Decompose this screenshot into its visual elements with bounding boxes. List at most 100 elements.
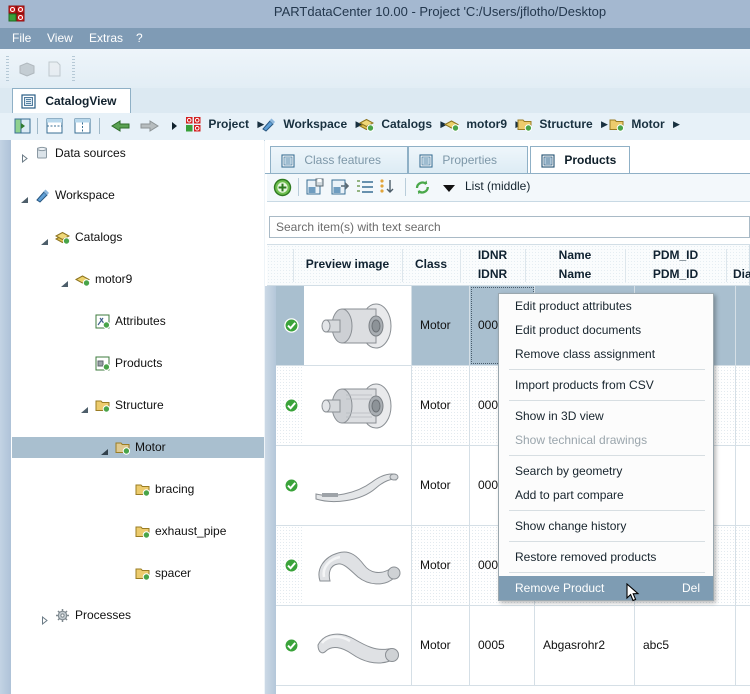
breadcrumb-item-motor9[interactable]: motor9 ▶ xyxy=(443,117,522,136)
column-header-idnr[interactable]: IDNR IDNR xyxy=(460,245,525,285)
tree-item-workspace[interactable]: Workspace xyxy=(12,185,264,206)
row-class-cell[interactable]: Motor xyxy=(412,366,470,445)
row-diameter-cell[interactable] xyxy=(736,526,750,605)
back-arrow-icon[interactable] xyxy=(110,118,130,134)
tree-item-spacer[interactable]: spacer xyxy=(12,563,264,584)
breadcrumb-item-motor[interactable]: Motor ▶ xyxy=(609,117,680,136)
menu-item-add-to-part-compare[interactable]: Add to part compare xyxy=(515,488,624,502)
column-header-pdm-id[interactable]: PDM_ID PDM_ID xyxy=(625,245,726,285)
chevron-right-icon[interactable]: ▶ xyxy=(257,119,265,129)
row-pdm-id-cell[interactable]: abc5 xyxy=(635,606,736,685)
menu-item-show-in-3d-view[interactable]: Show in 3D view xyxy=(515,409,604,423)
tree-item-structure[interactable]: Structure xyxy=(12,395,264,416)
menu-item-edit-product-documents[interactable]: Edit product documents xyxy=(515,323,642,337)
table-vertical-scrollbar[interactable] xyxy=(265,286,276,694)
row-preview-cell[interactable] xyxy=(304,606,412,685)
tree-item-products[interactable]: Products xyxy=(12,353,264,374)
split-horizontal-icon[interactable] xyxy=(46,118,63,134)
row-diameter-cell[interactable] xyxy=(736,446,750,525)
export-product-icon[interactable] xyxy=(331,178,350,200)
menu-item-remove-product[interactable]: Remove Product Del xyxy=(499,576,713,600)
list-view-icon[interactable] xyxy=(356,178,375,200)
triangle-down-icon[interactable] xyxy=(443,185,455,192)
open-project-icon[interactable] xyxy=(18,60,36,78)
menu-item-import-products-from-csv[interactable]: Import products from CSV xyxy=(515,378,654,392)
expander-collapsed-icon[interactable] xyxy=(20,149,29,164)
refresh-icon[interactable] xyxy=(413,178,432,200)
menu-item-edit-product-attributes[interactable]: Edit product attributes xyxy=(515,299,632,313)
column-divider-1[interactable] xyxy=(293,249,294,282)
row-diameter-cell[interactable] xyxy=(736,286,750,365)
column-divider-6[interactable] xyxy=(726,249,727,282)
tree-item-processes[interactable]: Processes xyxy=(12,605,264,626)
menu-item-restore-removed-products[interactable]: Restore removed products xyxy=(515,550,657,564)
column-divider-5[interactable] xyxy=(625,249,626,282)
breadcrumb-item-structure[interactable]: Structure ▶ xyxy=(517,117,608,136)
menu-item-extras[interactable]: Extras xyxy=(89,31,124,45)
chevron-right-icon-6[interactable]: ▶ xyxy=(673,119,680,129)
chevron-right-icon-3[interactable]: ▶ xyxy=(440,119,448,129)
tree-scrollbar[interactable] xyxy=(0,140,12,694)
tab-catalog-view[interactable]: CatalogView xyxy=(12,88,132,113)
menu-item-remove-class-assignment[interactable]: Remove class assignment xyxy=(515,347,656,361)
tree-item-data-sources[interactable]: Data sources xyxy=(12,143,264,164)
sort-icon[interactable] xyxy=(379,178,398,200)
search-input[interactable]: Search item(s) with text search xyxy=(269,216,750,238)
column-header-preview-image[interactable]: Preview image xyxy=(293,245,402,285)
breadcrumb-item-project[interactable]: Project ▶ xyxy=(186,117,264,136)
new-document-icon[interactable] xyxy=(45,60,63,78)
tree-item-motor[interactable]: Motor xyxy=(12,437,264,458)
save-product-icon[interactable] xyxy=(306,178,325,200)
tab-properties[interactable]: Properties xyxy=(408,146,528,174)
expander-expanded-icon[interactable] xyxy=(20,191,29,203)
view-mode-label[interactable]: List (middle) xyxy=(465,179,531,193)
breadcrumb-item-workspace[interactable]: Workspace ▶ xyxy=(261,117,362,136)
row-preview-cell[interactable] xyxy=(304,526,412,605)
column-divider-2[interactable] xyxy=(402,249,403,282)
menu-item-help[interactable]: ? xyxy=(136,31,143,45)
column-divider-3[interactable] xyxy=(460,249,461,282)
row-diameter-cell[interactable] xyxy=(736,606,750,685)
row-preview-cell[interactable] xyxy=(304,286,412,365)
expander-expanded-icon-4[interactable] xyxy=(80,401,89,413)
tab-products[interactable]: Products xyxy=(530,146,630,174)
forward-arrow-icon[interactable] xyxy=(140,118,159,134)
tree-item-catalogs[interactable]: Catalogs xyxy=(12,227,264,248)
row-idnr-cell[interactable]: 0005 xyxy=(470,606,535,685)
row-preview-cell[interactable] xyxy=(304,446,412,525)
tree-item-exhaust-pipe[interactable]: exhaust_pipe xyxy=(12,521,264,542)
row-pdm-id-cell[interactable] xyxy=(635,446,736,525)
row-diameter-cell[interactable] xyxy=(736,366,750,445)
column-header-name[interactable]: Name Name xyxy=(525,245,625,285)
row-pdm-id-cell[interactable] xyxy=(635,526,736,605)
menu-item-search-by-geometry[interactable]: Search by geometry xyxy=(515,464,623,478)
menu-item-view[interactable]: View xyxy=(47,31,73,45)
chevron-right-icon-5[interactable]: ▶ xyxy=(601,119,608,129)
row-class-cell[interactable]: Motor xyxy=(412,526,470,605)
tab-class-features[interactable]: Class features xyxy=(270,146,408,174)
chevron-right-icon-2[interactable]: ▶ xyxy=(355,119,363,129)
column-header-diameter[interactable]: Diam xyxy=(726,245,750,285)
row-class-cell[interactable]: Motor xyxy=(412,446,470,525)
row-preview-cell[interactable] xyxy=(304,366,412,445)
toggle-sidebar-icon[interactable] xyxy=(14,118,31,134)
split-vertical-icon[interactable] xyxy=(74,118,91,134)
column-header-class[interactable]: Class xyxy=(402,245,460,285)
expander-expanded-icon-5[interactable] xyxy=(100,443,109,455)
tree-item-motor9[interactable]: motor9 xyxy=(12,269,264,290)
expander-expanded-icon-2[interactable] xyxy=(40,233,49,245)
menu-item-show-change-history[interactable]: Show change history xyxy=(515,519,627,533)
row-name-cell[interactable]: Abgasrohr2 xyxy=(535,606,635,685)
row-pdm-id-cell[interactable] xyxy=(635,286,736,365)
expander-expanded-icon-3[interactable] xyxy=(60,275,69,287)
overflow-arrow-icon[interactable] xyxy=(170,118,179,134)
table-row[interactable]: Motor 0003 xyxy=(276,446,750,526)
tree-item-bracing[interactable]: bracing xyxy=(12,479,264,500)
breadcrumb-item-catalogs[interactable]: Catalogs ▶ xyxy=(358,117,448,136)
row-pdm-id-cell[interactable] xyxy=(635,366,736,445)
toolbar-grip-2[interactable] xyxy=(72,56,75,81)
add-product-icon[interactable] xyxy=(273,178,292,200)
row-class-cell[interactable]: Motor xyxy=(412,286,470,365)
expander-collapsed-icon-2[interactable] xyxy=(40,611,49,626)
tree-item-attributes[interactable]: Attributes xyxy=(12,311,264,332)
